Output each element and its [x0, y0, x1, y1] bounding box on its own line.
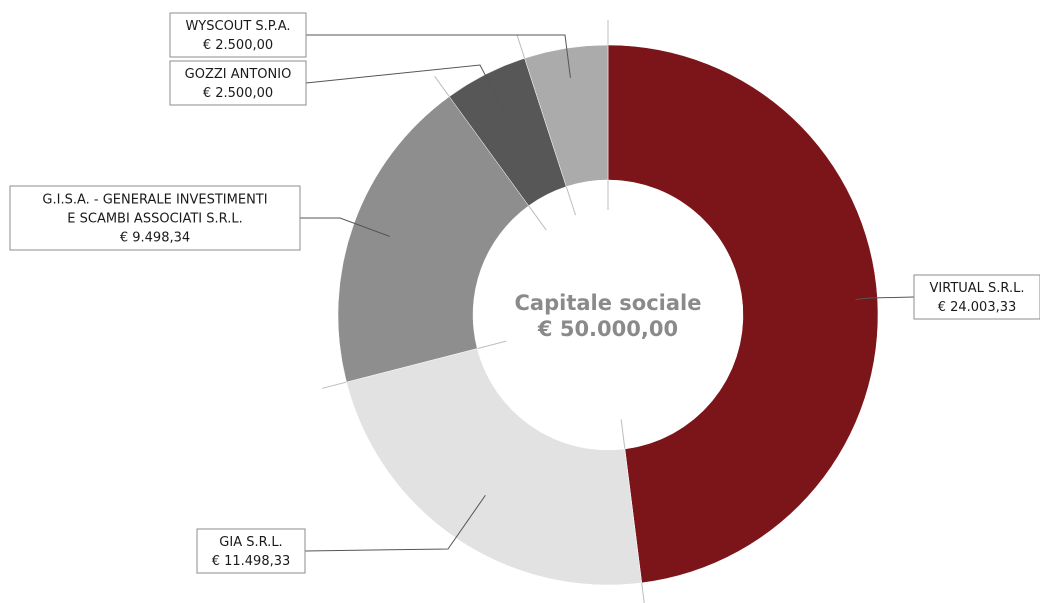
slice-gia-s-r-l[interactable] [346, 348, 643, 586]
slice-label-box [9, 185, 301, 251]
slice-labels: VIRTUAL S.R.L. € 24.003,33 GIA S.R.L. € 11.… [9, 12, 1040, 574]
donut-slices [337, 44, 879, 586]
slice-label-value: € 2.500,00 [203, 38, 273, 53]
leader-line-gozzi-antonio [305, 64, 505, 113]
slice-label-box [196, 528, 306, 574]
center-label-title: Capitale sociale [515, 291, 702, 315]
slice-label-name: GIA S.R.L. [219, 535, 282, 550]
leader-line-g-i-s-a-generale-investimenti-e-scambi-associati-s-r-l [300, 217, 390, 237]
slice-label-box [169, 60, 307, 106]
slice-label-box [913, 274, 1040, 320]
center-label-total: € 50.000,00 [537, 317, 678, 341]
slice-g-i-s-a-generale-investimenti-e-scambi-associati-s-r-l[interactable] [337, 96, 529, 383]
slice-virtual-s-r-l[interactable] [607, 44, 879, 584]
slice-label-value: € 2.500,00 [203, 86, 273, 101]
slice-label-gozzi-antonio: GOZZI ANTONIO € 2.500,00 [169, 60, 307, 106]
slice-label-value: € 11.498,33 [212, 554, 291, 569]
slice-label-box [169, 12, 307, 58]
leader-line-gia-s-r-l [304, 494, 486, 552]
slice-label-name: GOZZI ANTONIO [185, 67, 292, 82]
slice-wyscout-s-p-a[interactable] [524, 44, 609, 187]
slice-label-gia-s-r-l: GIA S.R.L. € 11.498,33 [196, 528, 306, 574]
slice-label-name: WYSCOUT S.P.A. [185, 19, 290, 34]
slice-label-wyscout-s-p-a: WYSCOUT S.P.A. € 2.500,00 [169, 12, 307, 58]
slice-label-virtual-s-r-l: VIRTUAL S.R.L. € 24.003,33 [913, 274, 1040, 320]
slice-label-value: € 24.003,33 [938, 300, 1017, 315]
leader-line-wyscout-s-p-a [306, 34, 571, 79]
slice-label-g-i-s-a-generale-investimenti-e-scambi-associati-s-r-l: G.I.S.A. - GENERALE INVESTIMENTI E SCAMBI… [9, 185, 301, 251]
label-leader-lines [300, 34, 915, 552]
leader-line-virtual-s-r-l [855, 296, 915, 300]
slice-label-name: E SCAMBI ASSOCIATI S.R.L. [67, 212, 242, 227]
slice-label-name: G.I.S.A. - GENERALE INVESTIMENTI [42, 193, 267, 208]
slice-label-name: VIRTUAL S.R.L. [930, 281, 1025, 296]
slice-label-value: € 9.498,34 [120, 231, 190, 246]
center-label: Capitale sociale € 50.000,00 [515, 291, 702, 341]
